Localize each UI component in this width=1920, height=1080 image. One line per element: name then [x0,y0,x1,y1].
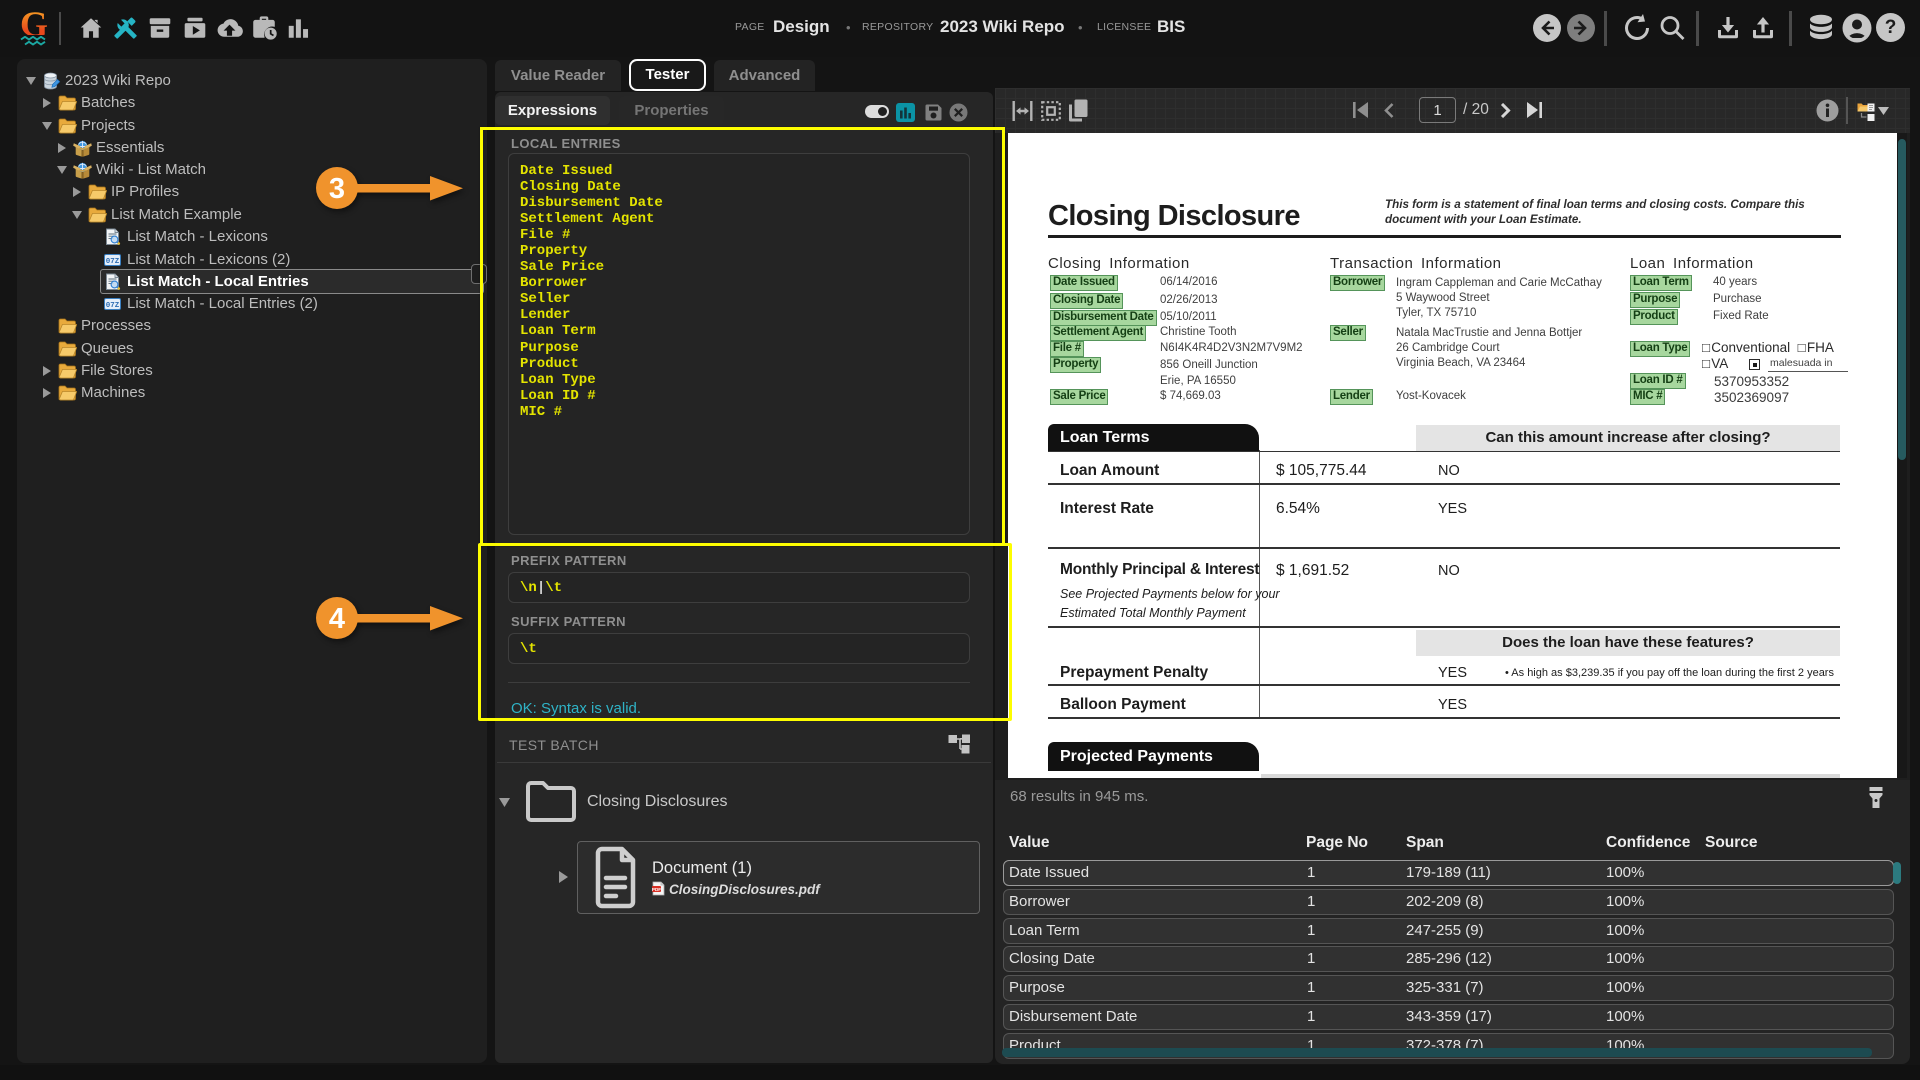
svg-text:07Z: 07Z [106,302,120,310]
svg-text:4: 4 [329,603,345,635]
svg-text:3: 3 [329,173,345,205]
svg-text:07Z: 07Z [106,258,120,266]
svg-text:PDF: PDF [652,887,661,892]
